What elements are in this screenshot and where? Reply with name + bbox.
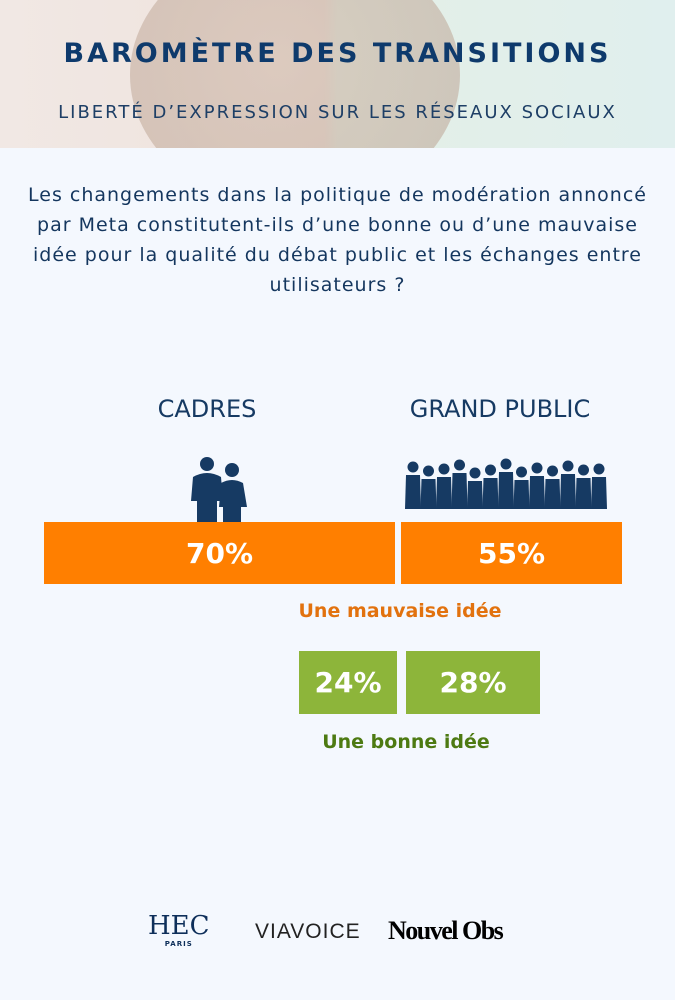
partner-logos: HEC PARIS VIAVOICE Nouvel Obs: [0, 912, 675, 962]
survey-question: Les changements dans la politique de mod…: [28, 184, 647, 296]
globe-illustration: [130, 0, 460, 148]
legend-bad: Une mauvaise idée: [298, 600, 502, 622]
legend-good: Une bonne idée: [322, 731, 490, 753]
bar-grand-public-bad: 55%: [401, 522, 622, 584]
bar-cadres-bad: 70%: [44, 522, 395, 584]
people-icon: [191, 457, 247, 523]
bar-cadres-good: 24%: [299, 651, 397, 714]
crowd-icon: [405, 458, 607, 509]
nouvel-obs-logo: Nouvel Obs: [388, 916, 504, 945]
bar-grand-public-good: 28%: [406, 651, 540, 714]
viavoice-logo: VIAVOICE: [255, 920, 361, 943]
group-label-cadres: CADRES: [157, 395, 257, 423]
hec-logo: HEC PARIS: [148, 911, 210, 948]
header-banner: BAROMÈTRE DES TRANSITIONS LIBERTÉ D’EXPR…: [0, 0, 675, 148]
group-label-grand-public: GRAND PUBLIC: [409, 395, 591, 423]
page-subtitle: LIBERTÉ D’EXPRESSION SUR LES RÉSEAUX SOC…: [58, 102, 617, 123]
page-title: BAROMÈTRE DES TRANSITIONS: [63, 38, 612, 69]
